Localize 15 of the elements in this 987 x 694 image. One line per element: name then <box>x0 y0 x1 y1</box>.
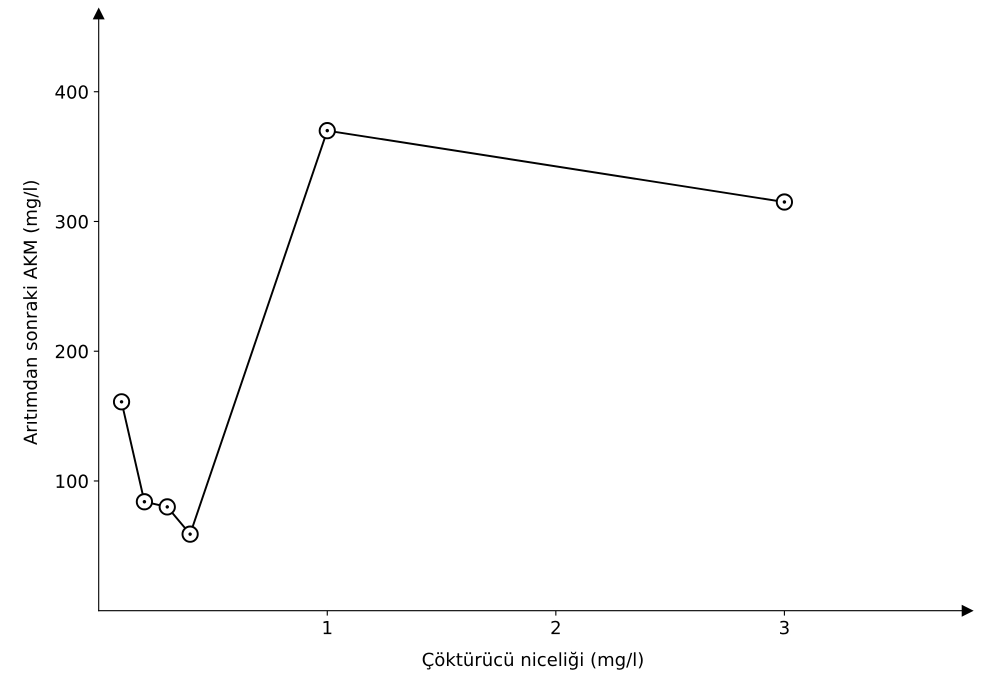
point <box>182 526 199 543</box>
point <box>776 193 794 211</box>
y-tick-label: 400 <box>55 85 88 99</box>
x-tick-label: 1 <box>324 621 332 634</box>
point <box>158 498 176 516</box>
x-tick-label: 3 <box>780 620 789 634</box>
y-tick-label: 300 <box>56 214 88 229</box>
x-tick-label: 2 <box>551 620 560 634</box>
point <box>112 393 130 410</box>
point <box>136 493 154 510</box>
y-tick-label: 200 <box>56 344 88 358</box>
x-axis-title: Çöktürücü niceliği (mg/l) <box>422 652 643 670</box>
point <box>318 122 336 140</box>
y-tick-label: 100 <box>56 474 88 488</box>
y-axis-title: Arıtımdan sonraki AKM (mg/l) <box>23 181 41 445</box>
